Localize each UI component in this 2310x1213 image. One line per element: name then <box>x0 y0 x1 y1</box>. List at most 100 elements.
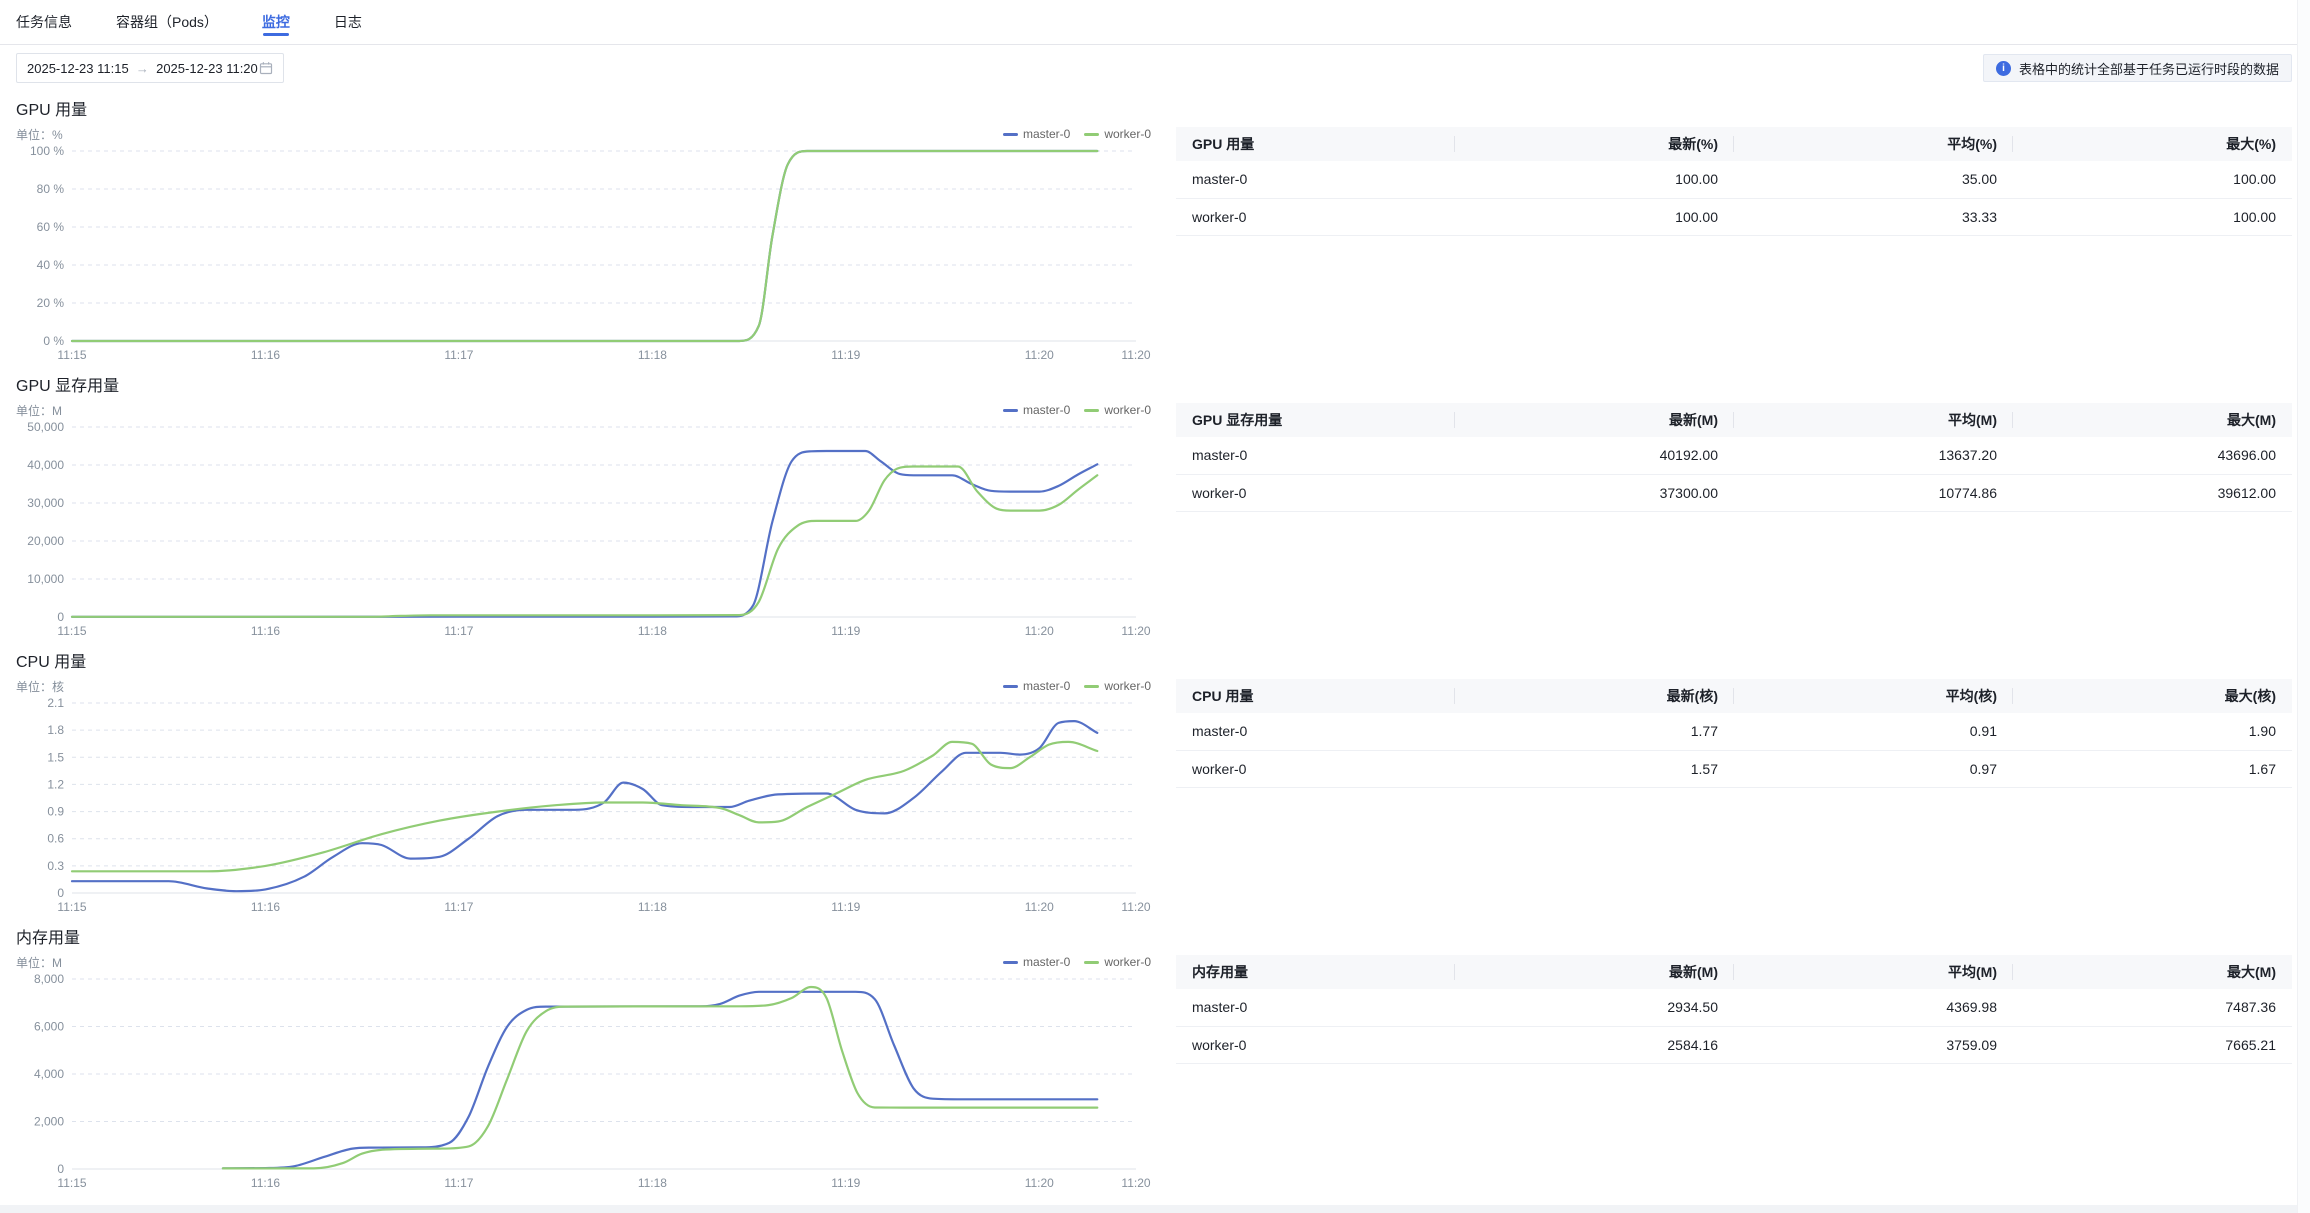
legend-item-worker[interactable]: worker-0 <box>1084 127 1151 141</box>
column-header: 最新(M) <box>1455 955 1734 989</box>
x-axis-tick-label: 11:16 <box>251 624 280 638</box>
chart-title: GPU 用量 <box>16 102 88 119</box>
legend-swatch-master <box>1002 408 1018 412</box>
horizontal-scrollbar[interactable] <box>0 1205 2297 1213</box>
stats-table: GPU 用量 最新(%) 平均(%) 最大(%) master-0 100.00 35.00… <box>1176 127 2292 236</box>
chart-block-memory-usage: 内存用量 单位：M master-0 worker-0 0 2,000 4,000 6… <box>16 929 1156 1195</box>
y-axis-tick-label: 100 % <box>30 144 64 158</box>
x-axis-tick-label: 11:20 <box>1025 1176 1054 1190</box>
tab-monitoring[interactable]: 监控 <box>262 0 290 44</box>
y-axis-tick-label: 1.5 <box>47 750 64 764</box>
value-cell: 43696.00 <box>2013 437 2292 475</box>
legend-item-master[interactable]: master-0 <box>1002 403 1070 417</box>
legend-label: worker-0 <box>1104 679 1151 693</box>
value-cell: 1.90 <box>2013 713 2292 751</box>
section-gpu-usage: GPU 用量 单位：% master-0 worker-0 0 % 20 % 40 … <box>0 91 2310 367</box>
column-header: 平均(核) <box>1734 679 2013 713</box>
legend-label: master-0 <box>1022 127 1071 141</box>
y-axis-tick-label: 2.1 <box>47 696 64 710</box>
value-cell: 7487.36 <box>2013 989 2292 1027</box>
table-row: worker-0 100.00 33.33 100.00 <box>1176 198 2292 236</box>
table-row: master-0 40192.00 13637.20 43696.00 <box>1176 437 2292 475</box>
row-name-cell: master-0 <box>1176 161 1455 199</box>
y-axis-tick-label: 40 % <box>37 258 65 272</box>
chart-legend: master-0 worker-0 <box>1002 403 1151 417</box>
table-row: worker-0 1.57 0.97 1.67 <box>1176 750 2292 788</box>
value-cell: 2934.50 <box>1455 989 1734 1027</box>
table-header-row: GPU 用量 最新(%) 平均(%) 最大(%) <box>1176 127 2292 161</box>
x-axis-tick-label: 11:20 <box>1121 1176 1150 1190</box>
chart-legend: master-0 worker-0 <box>1002 955 1151 969</box>
column-header: 最大(M) <box>2013 403 2292 437</box>
legend-swatch-worker <box>1084 960 1100 964</box>
tab-pods[interactable]: 容器组（Pods） <box>116 14 218 30</box>
line-chart-memory-usage[interactable]: 0 2,000 4,000 6,000 8,000 11:15 11:16 11:17 11:1… <box>16 971 1151 1195</box>
value-cell: 40192.00 <box>1455 437 1734 475</box>
value-cell: 1.67 <box>2013 750 2292 788</box>
legend-item-master[interactable]: master-0 <box>1002 955 1070 969</box>
column-header: 平均(M) <box>1734 955 2013 989</box>
x-axis-tick-label: 11:19 <box>831 900 860 914</box>
table-block-gpu-usage: GPU 用量 最新(%) 平均(%) 最大(%) master-0 100.00 35.00… <box>1176 127 2292 236</box>
table-header-row: GPU 显存用量 最新(M) 平均(M) 最大(M) <box>1176 403 2292 437</box>
x-axis-tick-label: 11:15 <box>57 348 86 362</box>
section-cpu-usage: CPU 用量 单位：核 master-0 worker-0 0 0.3 0.6 0.9… <box>0 643 2310 919</box>
x-axis-tick-label: 11:18 <box>638 1176 667 1190</box>
legend-item-master[interactable]: master-0 <box>1002 127 1071 141</box>
tab-task-info[interactable]: 任务信息 <box>16 14 72 30</box>
unit-label: 单位：M <box>16 955 62 970</box>
value-cell: 1.57 <box>1455 750 1734 788</box>
stats-notice-banner: i 表格中的统计全部基于任务已运行时段的数据 <box>1982 54 2292 82</box>
column-header: 最新(核) <box>1455 679 1734 713</box>
line-chart-gpu-usage[interactable]: 0 % 20 % 40 % 60 % 80 % 100 % 11:15 11:16 11:17 1… <box>16 143 1151 367</box>
row-name-cell: master-0 <box>1176 713 1455 751</box>
legend-item-worker[interactable]: worker-0 <box>1084 403 1151 417</box>
legend-swatch-master <box>1002 684 1018 688</box>
legend-item-master[interactable]: master-0 <box>1002 679 1071 693</box>
table-row: master-0 100.00 35.00 100.00 <box>1176 161 2292 199</box>
chart-title: 内存用量 <box>16 930 81 947</box>
series-line-master-0 <box>70 720 1099 893</box>
legend-label: worker-0 <box>1104 403 1151 417</box>
value-cell: 4369.98 <box>1734 989 2013 1027</box>
table-title-cell: GPU 用量 <box>1176 127 1455 161</box>
x-axis-tick-label: 11:17 <box>444 348 473 362</box>
unit-label: 单位：M <box>16 403 62 418</box>
line-chart-gpu-memory[interactable]: 0 10,000 20,000 30,000 40,000 50,000 11:15 11:1… <box>16 419 1151 643</box>
legend-swatch-master <box>1002 960 1018 964</box>
line-chart-cpu-usage[interactable]: 0 0.3 0.6 0.9 1.2 1.5 1.8 2.1 11:15 11:16 11:17 11:… <box>16 695 1151 919</box>
chart-block-cpu-usage: CPU 用量 单位：核 master-0 worker-0 0 0.3 0.6 0.9… <box>16 653 1156 919</box>
table-block-cpu-usage: CPU 用量 最新(核) 平均(核) 最大(核) master-0 1.77 0.91 1.9… <box>1176 679 2292 788</box>
value-cell: 100.00 <box>2013 161 2292 199</box>
y-axis-tick-label: 20 % <box>37 296 65 310</box>
value-cell: 100.00 <box>1455 161 1734 199</box>
legend-swatch-worker <box>1084 684 1100 688</box>
y-axis-tick-label: 0.3 <box>47 859 64 873</box>
y-axis-tick-label: 1.8 <box>47 723 64 737</box>
legend-label: master-0 <box>1022 679 1071 693</box>
legend-swatch-worker <box>1084 132 1100 136</box>
value-cell: 33.33 <box>1734 198 2013 236</box>
column-header: 平均(M) <box>1734 403 2013 437</box>
vertical-scrollbar[interactable] <box>2297 0 2310 1213</box>
column-header: 最大(M) <box>2013 955 2292 989</box>
date-range-picker[interactable]: 2025-12-23 11:15 → 2025-12-23 11:20 <box>16 53 284 83</box>
x-axis-tick-label: 11:19 <box>831 624 860 638</box>
y-axis-tick-label: 0 <box>57 610 64 624</box>
y-axis-tick-label: 40,000 <box>27 458 64 472</box>
date-start-value[interactable]: 2025-12-23 11:15 <box>27 60 129 76</box>
date-end-value[interactable]: 2025-12-23 11:20 <box>156 60 258 76</box>
x-axis-tick-label: 11:16 <box>251 348 280 362</box>
calendar-icon[interactable] <box>259 61 273 75</box>
tab-logs[interactable]: 日志 <box>333 14 362 30</box>
legend-item-worker[interactable]: worker-0 <box>1084 955 1151 969</box>
x-axis-tick-label: 11:20 <box>1121 624 1150 638</box>
x-axis-tick-label: 11:18 <box>638 900 667 914</box>
legend-swatch-worker <box>1084 408 1100 412</box>
chart-title: GPU 显存用量 <box>16 378 120 395</box>
table-title-cell: 内存用量 <box>1176 955 1455 989</box>
value-cell: 7665.21 <box>2013 1026 2292 1064</box>
legend-item-worker[interactable]: worker-0 <box>1084 679 1151 693</box>
x-axis-tick-label: 11:19 <box>831 1176 860 1190</box>
